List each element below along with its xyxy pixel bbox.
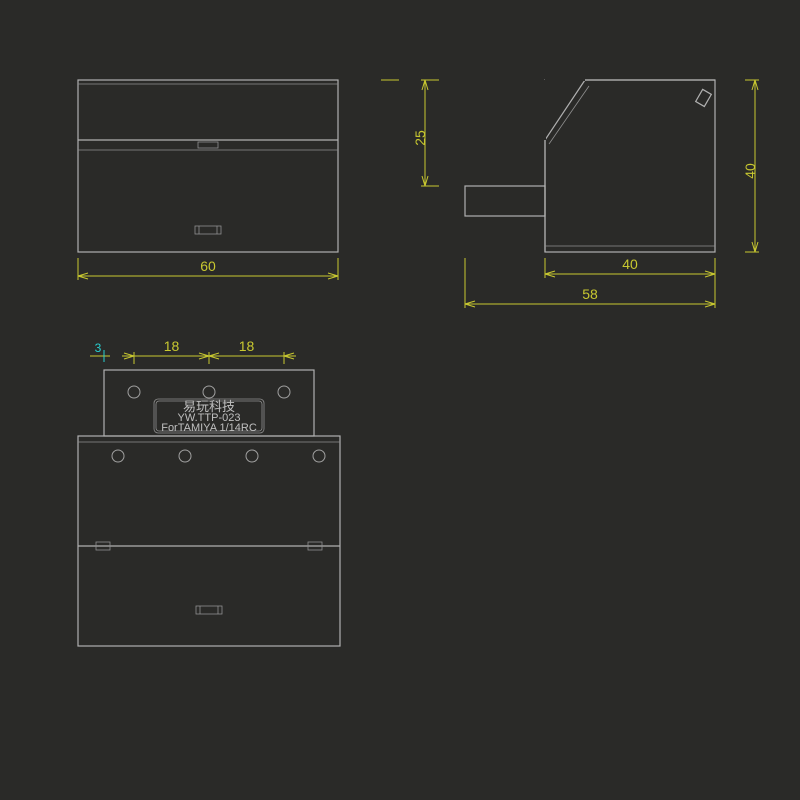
- mounting-hole: [203, 386, 215, 398]
- side-view: 25 40 40 58: [381, 79, 759, 308]
- dim-side-58: 58: [582, 286, 598, 302]
- nameplate-line3: ForTAMIYA 1/14RC: [161, 422, 257, 434]
- dim-front-width: 60: [200, 258, 216, 274]
- mounting-hole: [278, 386, 290, 398]
- top-view: 易玩科技YW.TTP-023ForTAMIYA 1/14RC18183: [78, 338, 340, 646]
- mounting-hole: [246, 450, 258, 462]
- mounting-hole: [112, 450, 124, 462]
- front-view: 60: [78, 80, 338, 280]
- dim-side-40w: 40: [622, 256, 638, 272]
- dim-side-40h: 40: [742, 163, 758, 179]
- mounting-hole: [128, 386, 140, 398]
- dim-top-pitch2: 18: [239, 338, 255, 354]
- dim-top-edge: 3: [95, 341, 102, 355]
- mounting-hole: [179, 450, 191, 462]
- top-lower-body: [78, 436, 340, 646]
- dim-top-pitch1: 18: [164, 338, 180, 354]
- side-shelf: [465, 186, 545, 216]
- side-body: [545, 80, 715, 252]
- mounting-hole: [313, 450, 325, 462]
- dim-side-25: 25: [412, 130, 428, 146]
- side-stub: [696, 89, 712, 106]
